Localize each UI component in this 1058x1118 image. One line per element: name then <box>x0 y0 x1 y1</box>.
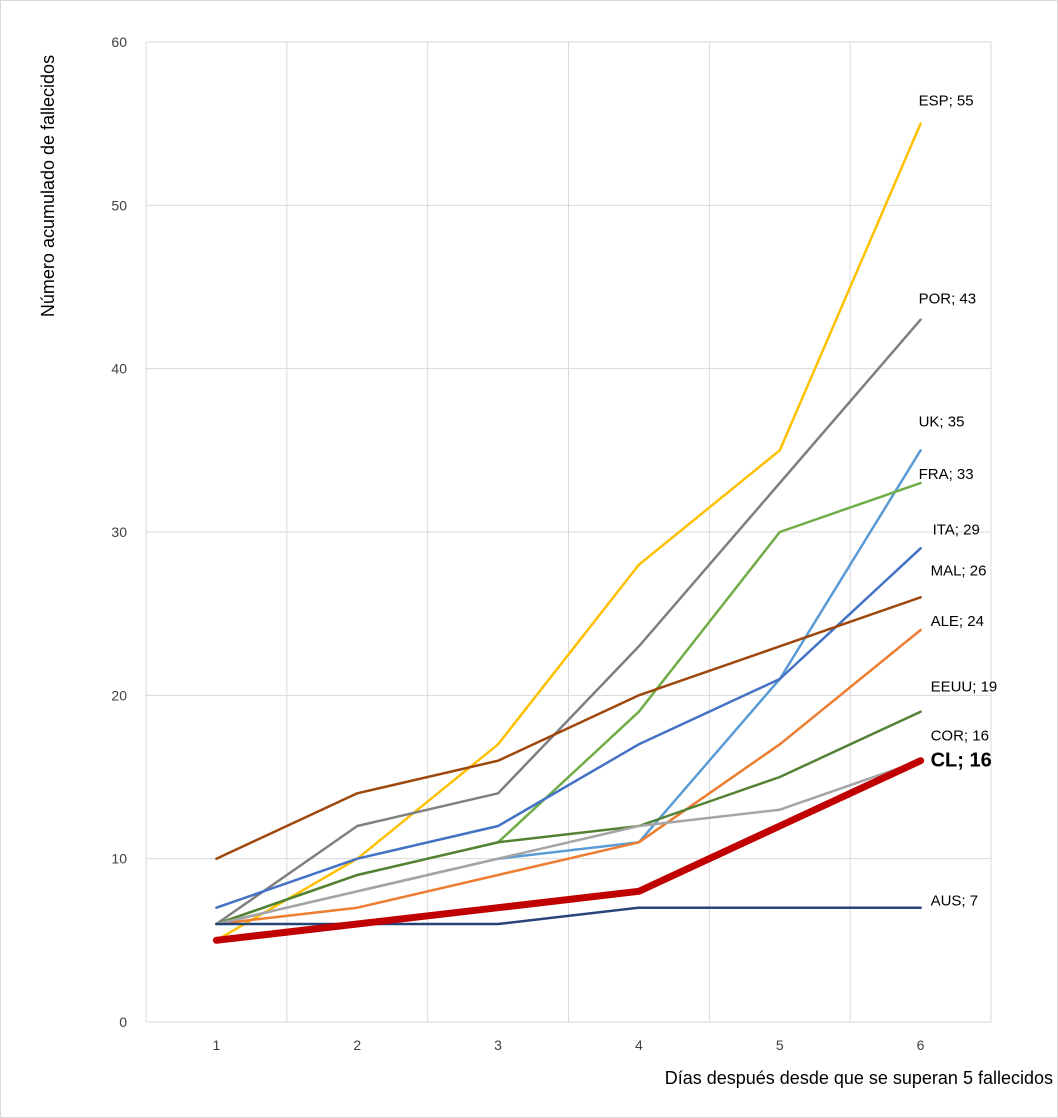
y-axis-title: Número acumulado de fallecidos <box>38 55 58 317</box>
data-label-aus: AUS; 7 <box>931 893 979 910</box>
data-label-ale: ALE; 24 <box>931 613 984 630</box>
x-tick-label: 3 <box>494 1037 502 1053</box>
y-tick-label: 40 <box>111 361 127 377</box>
x-tick-label: 5 <box>776 1037 784 1053</box>
x-tick-label: 2 <box>353 1037 361 1053</box>
y-tick-label: 60 <box>111 34 127 50</box>
data-label-fra: FRA; 33 <box>919 466 974 483</box>
series-line-cl <box>212 757 925 944</box>
data-label-cl: CL; 16 <box>931 750 992 772</box>
y-tick-label: 10 <box>111 851 127 867</box>
data-label-cor: COR; 16 <box>931 728 989 745</box>
data-label-ita: ITA; 29 <box>933 521 980 538</box>
y-tick-label: 0 <box>119 1014 127 1030</box>
series-line-mal <box>215 596 922 860</box>
data-label-por: POR; 43 <box>919 291 977 308</box>
data-label-uk: UK; 35 <box>919 413 965 430</box>
y-tick-label: 50 <box>111 197 127 213</box>
end-labels: ESP; 55 POR; 43 UK; 35 FRA; 33 ITA; 29 MAL; 2… <box>919 93 998 910</box>
data-label-esp: ESP; 55 <box>919 93 974 110</box>
x-axis-title: Días después desde que se superan 5 fall… <box>665 1068 1053 1088</box>
series-line-por <box>215 318 922 926</box>
data-label-eeuu: EEUU; 19 <box>931 679 998 696</box>
series-line-ita <box>215 547 922 909</box>
series-lines <box>212 122 925 944</box>
x-tick-label: 6 <box>917 1037 925 1053</box>
y-tick-label: 20 <box>111 687 127 703</box>
grid <box>145 41 992 1023</box>
series-line-cor <box>215 759 922 926</box>
series-line-eeuu <box>215 710 922 926</box>
data-label-mal: MAL; 26 <box>931 562 987 579</box>
series-line-ale <box>215 628 922 926</box>
x-tick-label: 1 <box>213 1037 221 1053</box>
y-tick-label: 30 <box>111 524 127 540</box>
axis-ticks: 0 10 20 30 40 50 60 1 2 3 4 5 6 <box>111 34 924 1053</box>
x-tick-label: 4 <box>635 1037 643 1053</box>
series-line-esp <box>215 122 922 942</box>
